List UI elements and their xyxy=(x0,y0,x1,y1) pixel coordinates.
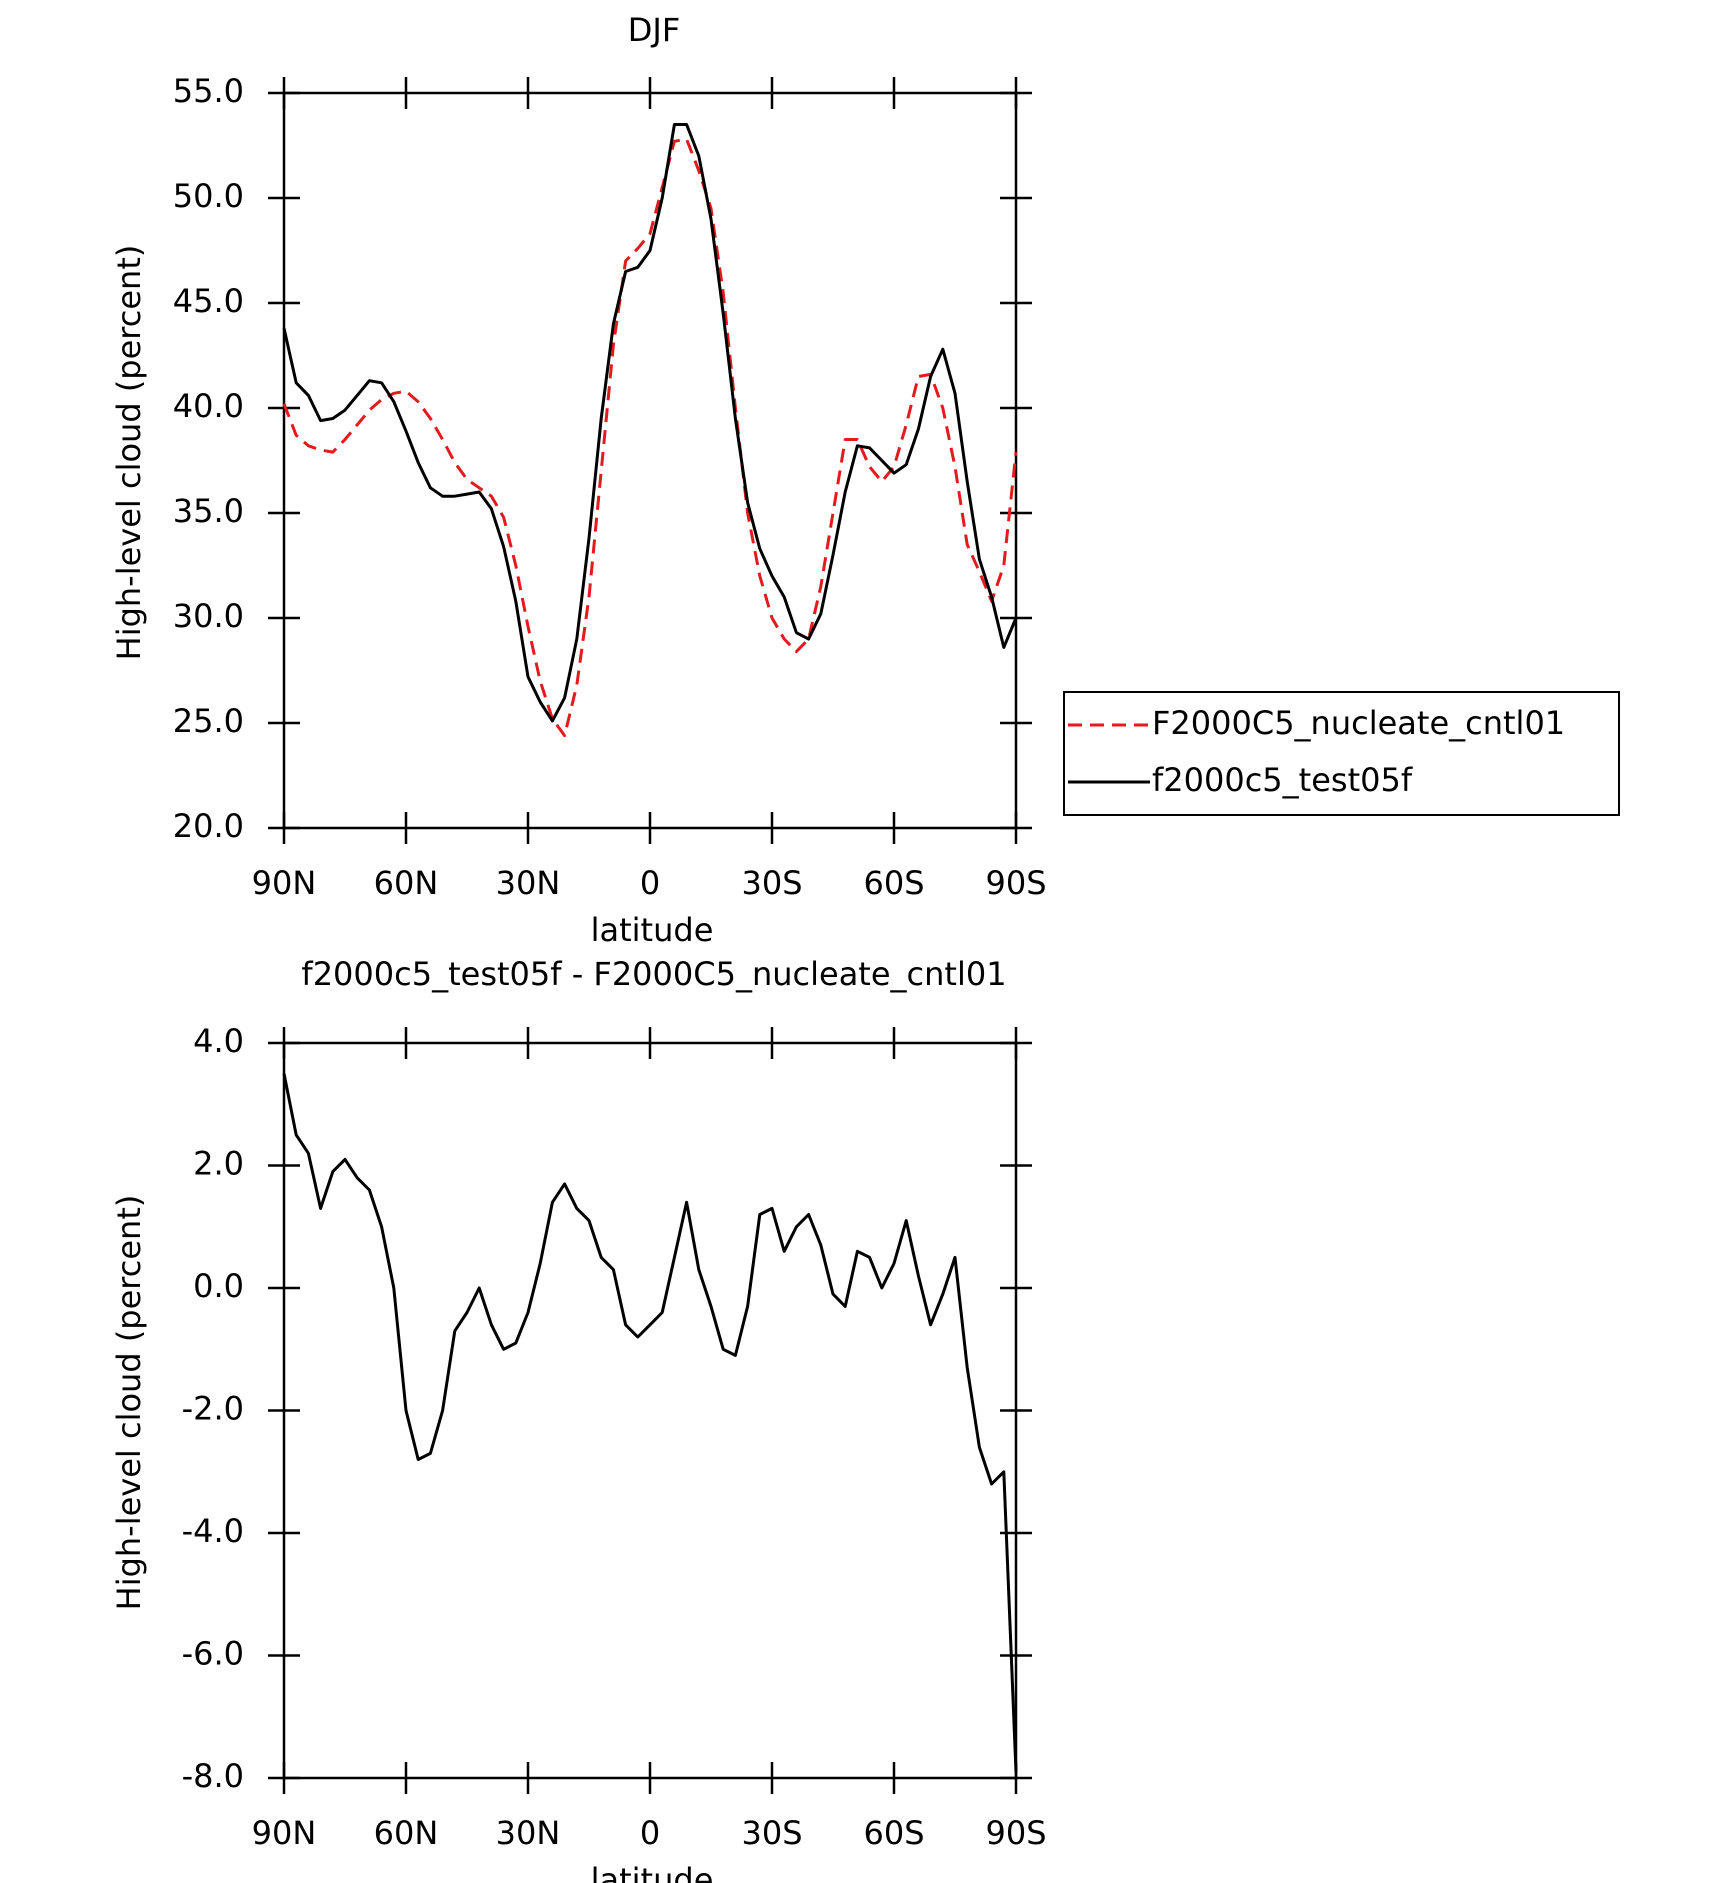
y-tick-label: 45.0 xyxy=(173,282,244,320)
x-tick-label: 30N xyxy=(496,864,561,902)
y-axis-label: High-level cloud (percent) xyxy=(110,245,148,661)
x-axis-label: latitude xyxy=(591,911,714,949)
y-tick-label: 20.0 xyxy=(173,807,244,845)
y-tick-label: 40.0 xyxy=(173,387,244,425)
legend-label: F2000C5_nucleate_cntl01 xyxy=(1152,704,1565,742)
y-tick-label: -4.0 xyxy=(182,1512,244,1550)
x-tick-label: 60S xyxy=(863,864,924,902)
y-tick-label: 30.0 xyxy=(173,597,244,635)
x-tick-label: 90N xyxy=(252,1814,317,1852)
x-tick-label: 30S xyxy=(741,1814,802,1852)
y-tick-label: -2.0 xyxy=(182,1390,244,1428)
data-line xyxy=(282,137,1018,738)
chart-title: f2000c5_test05f - F2000C5_nucleate_cntl0… xyxy=(301,955,1006,993)
x-tick-label: 90N xyxy=(252,864,317,902)
x-tick-label: 60N xyxy=(374,864,439,902)
legend-box xyxy=(1063,691,1620,816)
y-tick-label: 0.0 xyxy=(193,1267,244,1305)
data-line xyxy=(282,123,1018,723)
y-tick-label: 25.0 xyxy=(173,702,244,740)
x-tick-label: 0 xyxy=(640,1814,660,1852)
x-tick-label: 60S xyxy=(863,1814,924,1852)
x-tick-label: 90S xyxy=(985,864,1046,902)
x-axis-label: latitude xyxy=(591,1861,714,1883)
y-axis-label: High-level cloud (percent) xyxy=(110,1195,148,1611)
y-tick-label: 55.0 xyxy=(173,72,244,110)
y-tick-label: 4.0 xyxy=(193,1022,244,1060)
chart-title: DJF xyxy=(628,11,680,49)
x-tick-label: 60N xyxy=(374,1814,439,1852)
x-tick-label: 90S xyxy=(985,1814,1046,1852)
x-tick-label: 30N xyxy=(496,1814,561,1852)
x-tick-label: 30S xyxy=(741,864,802,902)
y-tick-label: -6.0 xyxy=(182,1635,244,1673)
y-tick-label: 35.0 xyxy=(173,492,244,530)
legend-label: f2000c5_test05f xyxy=(1152,761,1413,799)
data-line xyxy=(282,1073,1018,1772)
x-tick-label: 0 xyxy=(640,864,660,902)
plot-frame xyxy=(282,1041,1018,1780)
y-tick-label: -8.0 xyxy=(182,1757,244,1795)
y-tick-label: 50.0 xyxy=(173,177,244,215)
y-tick-label: 2.0 xyxy=(193,1145,244,1183)
